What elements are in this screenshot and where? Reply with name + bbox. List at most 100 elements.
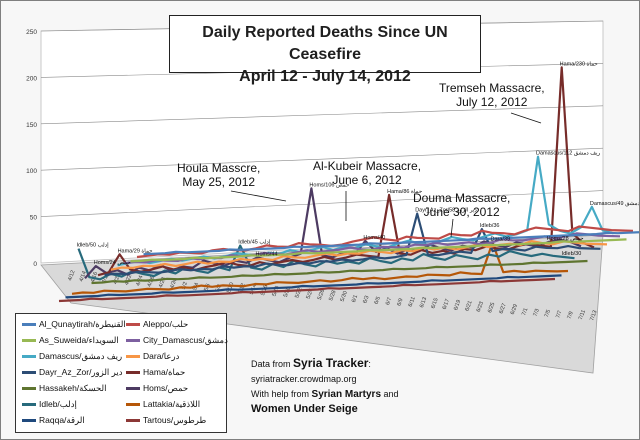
x-tick-label: 4/30 <box>169 277 178 289</box>
x-tick-label: 6/19 <box>453 299 462 311</box>
data-label: Idleb/30 <box>562 251 582 257</box>
x-tick-label: 4/28 <box>158 277 167 289</box>
legend-label: Tartous/طرطوس <box>143 415 207 425</box>
data-label: Homs/24 حمص <box>94 260 131 266</box>
annotation-douma: Douma Massacre, June 30, 2012 <box>413 191 511 219</box>
annotation-al-kubeir: Al-Kubeir Massacre, June 6, 2012 <box>313 159 422 187</box>
data-label: Homs/44 <box>256 251 278 257</box>
legend-label: Dayr_Az_Zor/دير الزور <box>39 367 123 377</box>
legend-label: Idleb/إدلب <box>39 399 77 409</box>
legend-swatch <box>22 323 36 327</box>
data-label: Damascus/49 ريف دمشق <box>590 201 640 207</box>
x-tick-label: 6/23 <box>476 301 485 313</box>
legend-item: As_Suweida/السويداء <box>22 334 119 346</box>
legend-item: Damascus/ريف دمشق <box>22 350 122 362</box>
legend-swatch <box>126 419 140 423</box>
x-tick-label: 4/12 <box>67 270 76 282</box>
x-tick-label: 4/20 <box>113 273 122 285</box>
legend-label: City_Damascus/دمشق <box>143 335 228 345</box>
legend-label: As_Suweida/السويداء <box>39 335 119 345</box>
y-tick-label: 150 <box>26 122 37 129</box>
x-tick-label: 6/13 <box>419 297 428 309</box>
credits-colon: : <box>368 359 371 369</box>
annotation-tremseh: Tremseh Massacre, July 12, 2012 <box>439 81 545 109</box>
chart-title: Daily Reported Deaths Since UN Ceasefire <box>202 24 448 63</box>
legend-swatch <box>126 355 140 359</box>
legend-label: Hama/حماة <box>143 367 186 377</box>
data-label: Dayr_Az_Zor/58 دير الزور <box>415 207 477 214</box>
legend-item: Al_Qunaytirah/القنيطرة <box>22 318 126 330</box>
legend-swatch <box>22 419 36 423</box>
series-line-2 <box>136 225 634 259</box>
data-label: Homs/106 حمص <box>309 182 350 188</box>
x-tick-label: 4/26 <box>147 276 156 288</box>
x-tick-label: 5/6 <box>203 283 211 292</box>
legend-label: Hassakeh/الحسكة <box>39 383 107 393</box>
x-tick-label: 5/22 <box>294 287 303 299</box>
x-tick-label: 7/11 <box>578 309 587 321</box>
data-label: Idleb/45 إدلب <box>238 239 271 246</box>
legend-swatch <box>126 403 140 407</box>
series-line-1 <box>143 231 639 256</box>
x-tick-label: 6/15 <box>430 297 439 309</box>
y-tick-label: 100 <box>26 168 37 175</box>
legend-swatch <box>126 371 140 375</box>
x-tick-label: 5/24 <box>306 288 315 300</box>
credits-syrian-martyrs: Syrian Martyrs <box>311 389 382 400</box>
series-line-7 <box>104 212 601 277</box>
x-tick-label: 7/5 <box>544 309 552 318</box>
legend-item: Lattakia/اللاذقية <box>126 398 200 410</box>
legend-item: Aleppo/حلب <box>126 318 188 330</box>
legend-label: Lattakia/اللاذقية <box>143 399 201 409</box>
x-tick-label: 5/16 <box>260 284 269 296</box>
credits-women-under-seige: Women Under Seige <box>251 403 358 415</box>
x-tick-label: 6/3 <box>362 295 370 304</box>
x-tick-label: 6/17 <box>442 298 451 310</box>
x-tick-label: 6/25 <box>487 302 496 314</box>
x-tick-label: 7/9 <box>567 311 575 320</box>
legend-label: Damascus/ريف دمشق <box>39 351 123 361</box>
legend-item: Tartous/طرطوس <box>126 414 206 426</box>
x-tick-label: 7/7 <box>555 310 563 319</box>
annotation-leader <box>450 218 454 238</box>
annotation-leader <box>230 190 287 202</box>
legend-item: Dayr_Az_Zor/دير الزور <box>22 366 123 378</box>
x-tick-label: 7/1 <box>521 307 529 316</box>
x-tick-label: 5/20 <box>283 286 292 298</box>
y-tick-label: 0 <box>33 261 37 268</box>
legend-swatch <box>126 339 140 343</box>
x-tick-label: 5/30 <box>340 290 349 302</box>
annotation-leader <box>510 112 542 124</box>
gridline <box>40 147 604 171</box>
credits-help-prefix: With help from <box>251 389 312 399</box>
y-tick-label: 250 <box>26 29 37 36</box>
data-label: Idleb/50 إدلب <box>77 242 110 249</box>
data-label: Idleb/36 <box>480 223 500 229</box>
legend-swatch <box>22 371 36 375</box>
data-label: Homs/40 <box>363 235 385 241</box>
legend-item: City_Damascus/دمشق <box>126 334 228 346</box>
y-tick-label: 50 <box>30 215 38 222</box>
credits-url: syriatracker.crowdmap.org <box>251 374 357 384</box>
x-tick-label: 6/11 <box>408 296 417 308</box>
x-tick-label: 4/18 <box>101 272 110 284</box>
chart-legend: Al_Qunaytirah/القنيطرة Aleppo/حلب As_Suwei… <box>15 313 228 433</box>
credits-source: Syria Tracker <box>293 356 369 370</box>
legend-swatch <box>22 355 36 359</box>
credits-and: and <box>381 389 399 399</box>
x-tick-label: 6/29 <box>510 303 519 315</box>
x-tick-label: 6/21 <box>464 300 473 312</box>
gridline <box>40 105 604 125</box>
credits-prefix: Data from <box>251 359 294 369</box>
legend-label: Raqqa/الرقة <box>39 415 85 425</box>
chart-title-box: Daily Reported Deaths Since UN Ceasefire… <box>169 15 481 85</box>
gridline <box>40 190 604 217</box>
legend-item: Dara/درعا <box>126 350 179 362</box>
data-label: Hama/230 حماة <box>560 60 599 67</box>
legend-swatch <box>126 323 140 327</box>
credits-block: Data from Syria Tracker: syriatracker.cr… <box>251 357 411 416</box>
x-tick-label: 5/26 <box>317 289 326 301</box>
x-tick-label: 7/13 <box>589 310 598 322</box>
legend-item: Hama/حماة <box>126 366 185 378</box>
